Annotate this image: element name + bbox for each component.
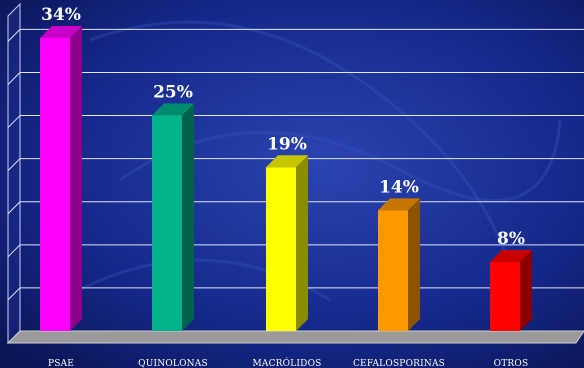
gridline-side — [7, 287, 21, 301]
value-label: 8% — [497, 229, 525, 249]
bar-side — [408, 198, 420, 331]
value-label: 14% — [379, 177, 419, 197]
gridline-side — [7, 29, 21, 42]
bar-front — [152, 115, 182, 331]
bar-side — [520, 250, 532, 331]
bar-top — [490, 250, 532, 263]
value-label: 25% — [153, 83, 193, 103]
category-labels: PSAE QUINOLONAS MACRÓLIDOS CEFALOSPORINAS OT… — [48, 357, 528, 368]
bar-top — [378, 198, 420, 211]
bar — [152, 103, 194, 331]
bar-top — [152, 103, 194, 116]
bar — [378, 198, 420, 331]
value-labels: 34% 25% 19% 14% 8% — [41, 5, 525, 249]
bar-front — [40, 38, 70, 331]
bar-front — [378, 210, 408, 331]
category-label: CEFALOSPORINAS — [353, 359, 445, 368]
bar-front — [490, 262, 520, 331]
bar-top — [40, 26, 82, 38]
bar-top — [266, 155, 308, 168]
bar-side — [296, 155, 308, 331]
bars — [40, 26, 532, 331]
category-label: OTROS — [494, 359, 529, 368]
value-label: 19% — [267, 134, 307, 154]
bar-side — [70, 26, 82, 331]
bar-side — [182, 103, 194, 331]
bar — [40, 26, 82, 331]
category-label: QUINOLONAS — [138, 359, 208, 368]
plot-frame — [6, 2, 584, 345]
bar-front — [266, 167, 296, 331]
category-label: MACRÓLIDOS — [252, 357, 321, 368]
left-wall — [7, 2, 21, 345]
gridline-side — [7, 158, 21, 172]
gridline-side — [7, 115, 21, 128]
bar — [266, 155, 308, 331]
value-label: 34% — [41, 5, 81, 25]
gridline-side — [7, 201, 21, 215]
gridline-side — [7, 72, 21, 85]
bar — [490, 250, 532, 331]
category-label: PSAE — [48, 359, 74, 368]
floor — [6, 330, 584, 344]
gridline-side — [7, 244, 21, 258]
